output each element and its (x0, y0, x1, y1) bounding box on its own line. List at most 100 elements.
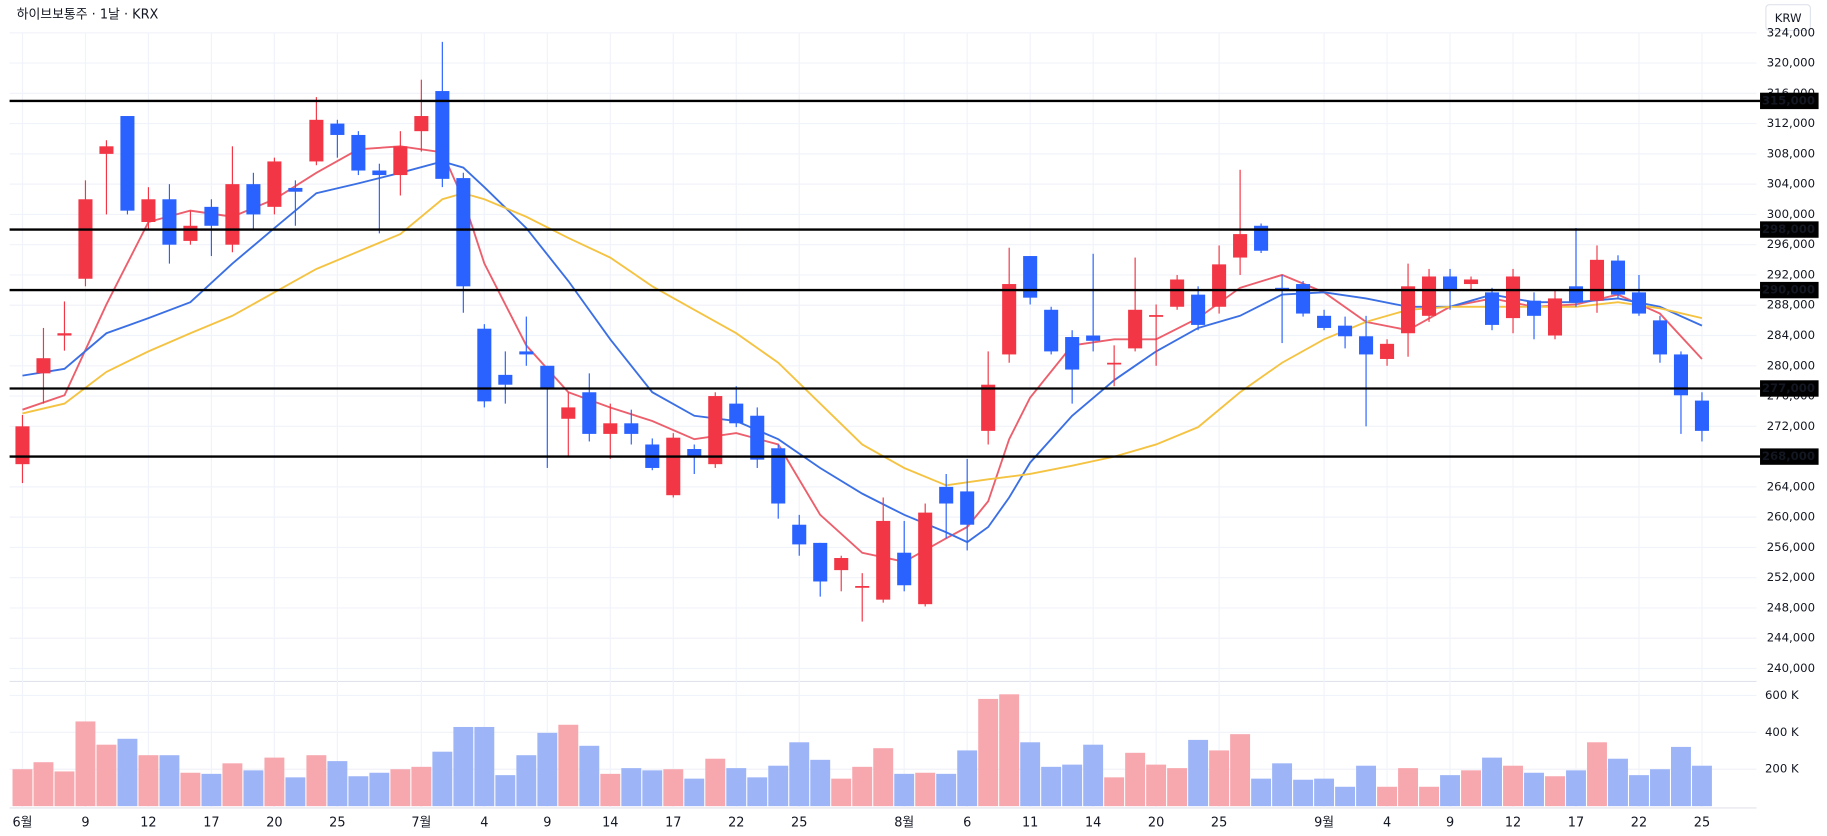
volume-bar (537, 732, 558, 807)
volume-bar (180, 772, 201, 807)
candle-body (1107, 362, 1122, 365)
x-tick-label: 4 (480, 816, 488, 831)
candle-body (1212, 264, 1227, 307)
volume-bar (978, 698, 999, 807)
volume-tick-label: 400 K (1765, 725, 1799, 739)
volume-bar (852, 766, 873, 807)
candle-body (1610, 260, 1626, 295)
volume-bar (516, 755, 537, 807)
candle-body (1380, 343, 1395, 359)
candle-body (309, 119, 324, 162)
x-tick-label: 20 (266, 816, 282, 831)
candle-body (15, 426, 30, 465)
volume-bar (1608, 758, 1628, 807)
y-tick-label: 244,000 (1767, 631, 1815, 645)
volume-bar (936, 773, 957, 807)
candle-body (1128, 309, 1143, 349)
candle-body (288, 187, 303, 192)
level-label: 290,000 (1762, 283, 1815, 297)
candle-body (708, 396, 723, 465)
candle-body (1233, 234, 1248, 258)
volume-bar (306, 755, 327, 807)
volume-bar (1251, 778, 1272, 807)
y-tick-label: 292,000 (1767, 267, 1815, 281)
y-tick-label: 272,000 (1767, 419, 1815, 433)
volume-bar (1482, 757, 1502, 807)
candle-body (1338, 325, 1353, 337)
candle-body (393, 146, 408, 176)
volume-bar (1230, 734, 1251, 807)
volume-bar (1503, 765, 1523, 807)
volume-bar (915, 772, 936, 807)
volume-bar (810, 759, 831, 807)
candle-body (57, 333, 72, 336)
x-tick-label: 22 (1631, 816, 1647, 831)
candle-body (1652, 320, 1668, 355)
volume-bar (1566, 770, 1586, 807)
currency-box[interactable] (1765, 4, 1811, 32)
volume-bar (1587, 742, 1607, 807)
volume-bar (831, 778, 852, 807)
x-tick-label: 12 (140, 816, 156, 831)
candle-body (1086, 335, 1101, 341)
x-tick-label: 25 (329, 816, 345, 831)
candle-body (1191, 294, 1206, 325)
y-tick-label: 280,000 (1767, 358, 1815, 372)
candle-body (1547, 298, 1563, 336)
candle-body (981, 384, 996, 431)
x-tick-label: 25 (791, 816, 807, 831)
level-label-bg (1760, 448, 1819, 465)
volume-bar (957, 750, 978, 807)
candle-body (36, 358, 51, 374)
volume-bar (1104, 777, 1125, 807)
candle-body (1065, 337, 1080, 370)
x-tick-label: 14 (1085, 816, 1101, 831)
volume-bar (1692, 765, 1712, 807)
volume-bar (12, 769, 33, 807)
currency[interactable]: KRW (1775, 11, 1802, 25)
volume-bar (1524, 772, 1544, 807)
volume-bar (1293, 779, 1314, 807)
candle-body (834, 558, 849, 571)
volume-bar (768, 765, 789, 807)
candle-body (813, 542, 828, 582)
volume-bar (684, 778, 705, 807)
candle-body (435, 91, 450, 179)
y-tick-label: 284,000 (1767, 328, 1815, 342)
candle-body (1254, 225, 1269, 251)
candle-body (1526, 300, 1542, 316)
y-tick-label: 296,000 (1767, 237, 1815, 251)
x-tick-label: 17 (203, 816, 219, 831)
x-tick-label: 14 (602, 816, 618, 831)
volume-bar (348, 776, 369, 807)
volume-bar (999, 694, 1020, 807)
volume-bar (1209, 750, 1230, 807)
x-tick-label: 22 (728, 816, 744, 831)
x-tick-label: 25 (1694, 816, 1710, 831)
y-tick-label: 320,000 (1767, 56, 1815, 70)
candle-body (267, 161, 282, 207)
level-label-bg (1760, 92, 1819, 110)
volume-bar (1629, 775, 1649, 807)
candle-body (330, 123, 345, 135)
x-tick-label: 6월 (12, 816, 32, 831)
level-label: 277,000 (1762, 381, 1815, 395)
candle-body (1044, 309, 1059, 352)
candle-body (624, 423, 639, 434)
candle-body (1673, 354, 1688, 396)
volume-bar (1671, 746, 1691, 807)
candle-body (561, 407, 576, 419)
x-tick-label: 7월 (411, 816, 431, 831)
volume-bar (1650, 769, 1670, 807)
candle-body (1359, 336, 1374, 355)
volume-bar (1188, 739, 1209, 807)
candle-body (246, 184, 261, 215)
candle-body (1170, 279, 1185, 307)
volume-bar (54, 771, 75, 807)
volume-bar (663, 769, 684, 807)
x-tick-label: 4 (1383, 816, 1391, 831)
volume-bar (747, 777, 768, 807)
candle-body (1023, 256, 1038, 298)
volume-bar (621, 768, 642, 807)
